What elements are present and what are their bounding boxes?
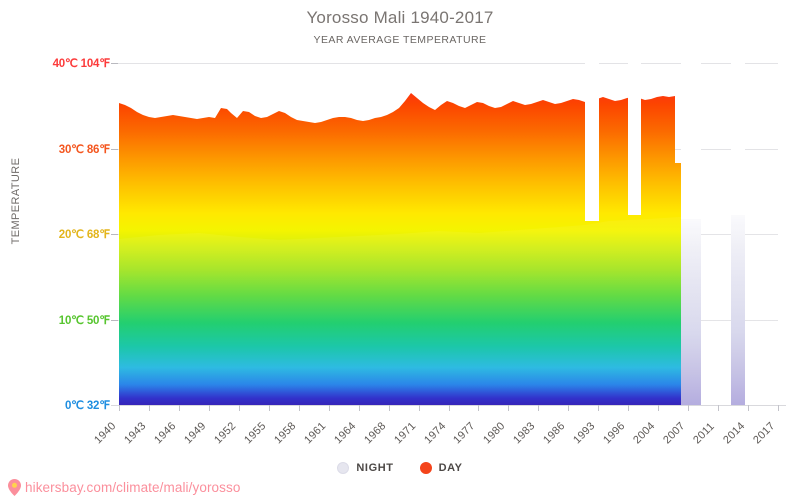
x-tick-1971 xyxy=(418,405,420,411)
x-tick-label-1993: 1993 xyxy=(571,419,598,447)
page-title: Yorosso Mali 1940-2017 xyxy=(306,8,494,27)
data-gap-1997-2003 xyxy=(628,63,641,215)
y-tick-40 xyxy=(111,63,118,64)
x-tick-1940 xyxy=(119,405,120,411)
x-tick-label-2017: 2017 xyxy=(751,419,778,447)
day-temperature-area xyxy=(119,93,681,405)
x-tick-label-1986: 1986 xyxy=(541,419,568,447)
legend-item-night[interactable]: NIGHT xyxy=(337,462,393,474)
y-tick-label-10: 10℃ 50℉ xyxy=(58,314,110,327)
x-tick-label-2007: 2007 xyxy=(661,419,688,447)
x-tick-1961 xyxy=(328,405,330,411)
y-tick-10 xyxy=(111,319,118,321)
x-tick-label-1961: 1961 xyxy=(301,419,329,447)
chart-subtitle: YEAR AVERAGE TEMPERATURE xyxy=(313,34,487,46)
y-tick-label-30: 30℃ 86℉ xyxy=(58,143,110,156)
x-tick-1977 xyxy=(478,405,480,411)
x-tick-1958 xyxy=(298,405,300,411)
x-tick-1943 xyxy=(148,405,150,411)
x-tick-label-1946: 1946 xyxy=(152,419,179,447)
night-swatch-icon xyxy=(337,462,350,474)
y-axis-title: TEMPERATURE xyxy=(10,157,22,245)
y-tick-label-0: 0℃ 32℉ xyxy=(64,400,110,412)
legend: NIGHT DAY xyxy=(0,462,800,474)
x-tick-1955 xyxy=(268,405,270,411)
y-tick-label-40: 40℃ 104℉ xyxy=(52,58,111,70)
x-tick-1986 xyxy=(568,405,570,411)
x-tick-label-1964: 1964 xyxy=(331,419,359,447)
data-gap-2012-2013 xyxy=(731,63,745,215)
x-tick-label-1996: 1996 xyxy=(601,419,628,447)
data-gap-2008-2010 xyxy=(681,63,701,219)
x-tick-label-1952: 1952 xyxy=(211,419,239,447)
x-tick-2004 xyxy=(658,405,660,411)
legend-label-night: NIGHT xyxy=(356,462,394,474)
x-tick-2014 xyxy=(748,405,750,411)
x-tick-label-1955: 1955 xyxy=(241,419,269,447)
y-axis: 40℃ 104℉ 30℃ 86℉ 20℃ 68℉ 10℃ 50℉ 0℃ 32℉ xyxy=(0,58,111,412)
x-tick-label-1943: 1943 xyxy=(122,419,149,447)
x-tick-1996 xyxy=(628,405,630,411)
plot-area xyxy=(111,63,778,406)
x-tick-1952 xyxy=(238,405,240,411)
x-tick-label-1958: 1958 xyxy=(271,419,299,447)
x-tick-1949 xyxy=(208,405,210,411)
x-tick-label-1980: 1980 xyxy=(481,419,508,447)
x-tick-2011 xyxy=(718,405,720,411)
map-pin-icon xyxy=(8,479,21,496)
x-tick-label-2011: 2011 xyxy=(691,420,717,447)
x-tick-label-1949: 1949 xyxy=(181,419,209,447)
x-tick-label-2004: 2004 xyxy=(631,419,658,447)
legend-label-day: DAY xyxy=(438,462,463,474)
day-swatch-icon xyxy=(419,462,432,474)
y-tick-label-20: 20℃ 68℉ xyxy=(58,229,110,241)
x-tick-label-1983: 1983 xyxy=(511,419,538,447)
footer-url[interactable]: hikersbay.com/climate/mali/yorosso xyxy=(25,480,241,495)
x-tick-1974 xyxy=(448,405,450,411)
x-tick-1983 xyxy=(538,405,540,411)
gridline-40 xyxy=(111,63,778,64)
y-tick-20 xyxy=(111,234,118,235)
x-tick-1964 xyxy=(358,405,360,411)
x-tick-label-1940: 1940 xyxy=(92,419,119,447)
footer: hikersbay.com/climate/mali/yorosso xyxy=(8,479,240,496)
x-tick-1968 xyxy=(388,405,390,411)
x-tick-2017 xyxy=(778,405,779,411)
x-tick-1993 xyxy=(598,405,600,411)
x-tick-label-1971: 1971 xyxy=(391,419,419,447)
x-tick-1946 xyxy=(178,405,180,411)
x-tick-label-1974: 1974 xyxy=(421,419,448,447)
x-tick-label-2014: 2014 xyxy=(721,419,748,447)
legend-item-day[interactable]: DAY xyxy=(419,462,463,474)
y-tick-30 xyxy=(111,148,118,150)
x-tick-label-1968: 1968 xyxy=(361,419,389,447)
x-tick-2007 xyxy=(688,405,690,411)
data-gap-1987-1992 xyxy=(585,63,599,221)
x-tick-1980 xyxy=(508,405,510,411)
x-tick-label-1977: 1977 xyxy=(451,419,478,447)
